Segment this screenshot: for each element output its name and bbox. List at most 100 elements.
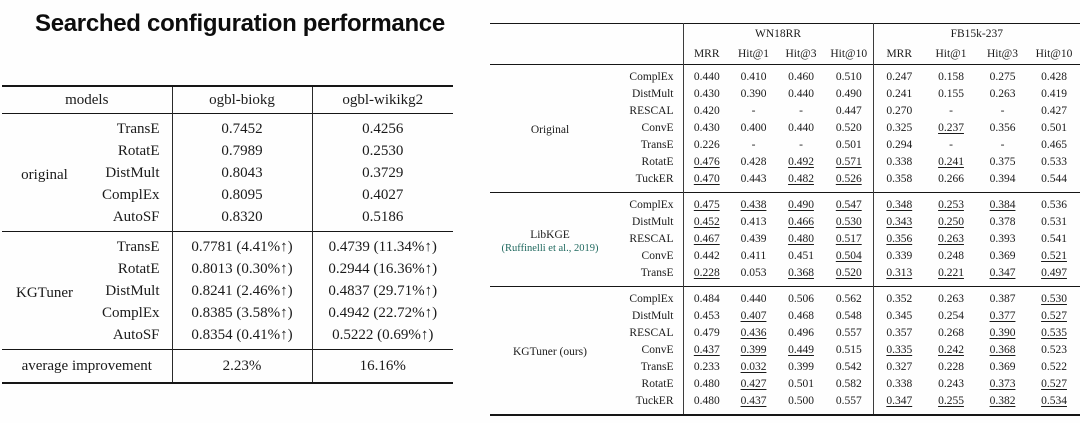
model-cell: AutoSF	[112, 327, 160, 343]
model-cell: DistMult	[631, 88, 674, 100]
value-cell: 0.544	[1041, 173, 1067, 185]
value-cell: 0.531	[1041, 216, 1067, 228]
value-cell: 0.3729	[311, 162, 453, 184]
model-cell: RESCAL	[629, 327, 674, 339]
value-cell: 0.490	[835, 88, 862, 100]
value-cell: 0.521	[1041, 250, 1067, 262]
value-cell: 0.352	[872, 286, 925, 308]
value-cell: 0.228	[938, 361, 964, 373]
model-cell: ComplEx	[101, 305, 160, 321]
value-cell: 0.325	[872, 120, 925, 137]
value-cell: 0.510	[835, 71, 862, 83]
value-cell: -	[1000, 105, 1005, 117]
model-cell: RESCAL	[629, 105, 674, 117]
value-cell: 0.382	[989, 395, 1016, 407]
corner-cell	[490, 24, 683, 65]
value-cell: 0.358	[872, 171, 925, 193]
left-table: models ogbl-biokg ogbl-wikikg2 original T…	[2, 85, 453, 384]
value-cell: 0.345	[872, 308, 925, 325]
value-cell: 0.470	[682, 171, 730, 193]
model-cell: TuckER	[635, 395, 674, 407]
value-cell: 0.373	[989, 378, 1016, 390]
value-cell: 0.527	[1041, 310, 1067, 322]
value-cell: 0.155	[938, 88, 964, 100]
value-cell: -	[751, 139, 756, 151]
value-cell: 0.522	[1041, 361, 1067, 373]
group-label: LibKGE (Ruffinelli et al., 2019)	[490, 193, 610, 287]
value-cell: 0.496	[788, 327, 814, 339]
value-cell: 0.436	[740, 327, 767, 339]
table-row: ConvE 0.442 0.411 0.451 0.504 0.339 0.248 0.369…	[490, 248, 1080, 265]
table-row: KGTuner TransE 0.7781 (4.41%↑) 0.4739 (11.3…	[2, 231, 453, 301]
model-cell: ComplEx	[629, 199, 674, 211]
value-cell: 0.437	[682, 342, 730, 359]
value-cell: 0.263	[938, 293, 964, 305]
value-cell: 0.356	[872, 231, 925, 248]
value-cell: 0.2944 (16.36%↑)	[311, 258, 453, 280]
value-cell: 0.407	[740, 310, 767, 322]
right-table-wrap: WN18RR FB15k-237 MRR Hit@1 Hit@3 Hit@10 …	[490, 23, 1080, 416]
model-cell: TransE	[640, 139, 674, 151]
value-cell: 0.452	[682, 214, 730, 231]
column-header-hit1: Hit@1	[737, 48, 770, 60]
table-row: ConvE 0.430 0.400 0.440 0.520 0.325 0.237 0.356…	[490, 120, 1080, 137]
value-cell: 0.517	[835, 233, 862, 245]
column-header-hit3: Hit@3	[785, 48, 817, 60]
value-cell: 0.221	[938, 267, 964, 279]
model-cell: ConvE	[641, 250, 674, 262]
value-cell: 0.504	[835, 250, 862, 262]
value-cell: -	[751, 105, 756, 117]
value-cell: 0.548	[835, 310, 862, 322]
left-table-header: models ogbl-biokg ogbl-wikikg2	[2, 86, 453, 114]
model-cell: ConvE	[641, 344, 674, 356]
value-cell: 0.247	[872, 64, 925, 86]
model-cell: TransE	[116, 239, 160, 255]
value-cell: 0.356	[989, 122, 1016, 134]
value-cell: 0.237	[938, 122, 964, 134]
value-cell: 0.8354 (0.41%↑)	[171, 324, 312, 350]
table-row: TransE 0.226 - - 0.501 0.294 - - 0.465	[490, 137, 1080, 154]
group-label-text: KGTuner (ours)	[512, 346, 587, 358]
table-row: average improvement 2.23% 16.16%	[2, 349, 453, 383]
value-cell: 0.270	[872, 103, 925, 120]
value-cell: 0.484	[682, 286, 730, 308]
table-row: AutoSF 0.8354 (0.41%↑) 0.5222 (0.69%↑)	[2, 324, 453, 350]
value-cell: 0.263	[989, 88, 1016, 100]
value-cell: -	[949, 139, 953, 151]
column-header-hit3: Hit@3	[986, 48, 1019, 60]
value-cell: 0.343	[872, 214, 925, 231]
value-cell: 0.8013 (0.30%↑)	[171, 258, 312, 280]
value-cell: 0.482	[788, 173, 814, 185]
value-cell: 0.268	[938, 327, 964, 339]
value-cell: 0.497	[1041, 267, 1067, 279]
value-cell: 0.368	[788, 267, 814, 279]
value-cell: 16.16%	[311, 349, 453, 383]
model-cell: ConvE	[641, 122, 674, 134]
value-cell: 0.500	[788, 395, 814, 407]
value-cell: 0.437	[740, 395, 767, 407]
value-cell: -	[1000, 139, 1005, 151]
value-cell: 0.255	[938, 395, 964, 407]
value-cell: 0.4256	[311, 113, 453, 140]
value-cell: -	[799, 139, 803, 151]
table-row: RotatE 0.480 0.427 0.501 0.582 0.338 0.243 0.37…	[490, 376, 1080, 393]
value-cell: 0.369	[989, 250, 1016, 262]
value-cell: 0.430	[682, 86, 730, 103]
model-cell: DistMult	[631, 216, 674, 228]
value-cell: 0.339	[872, 248, 925, 265]
value-cell: 0.411	[740, 250, 767, 262]
value-cell: 0.533	[1041, 156, 1067, 168]
value-cell: 0.440	[740, 293, 767, 305]
value-cell: 0.4027	[311, 184, 453, 206]
value-cell: 0.294	[872, 137, 925, 154]
value-cell: 0.394	[989, 173, 1016, 185]
table-row: ComplEx 0.8095 0.4027	[2, 184, 453, 206]
value-cell: -	[799, 105, 803, 117]
group-label: Original	[490, 65, 610, 193]
value-cell: 0.530	[835, 216, 862, 228]
column-header-ogbl-wikikg2: ogbl-wikikg2	[311, 86, 453, 114]
model-cell: TransE	[640, 267, 674, 279]
value-cell: 0.368	[989, 344, 1016, 356]
value-cell: 0.506	[788, 293, 814, 305]
value-cell: 0.530	[1041, 293, 1067, 305]
